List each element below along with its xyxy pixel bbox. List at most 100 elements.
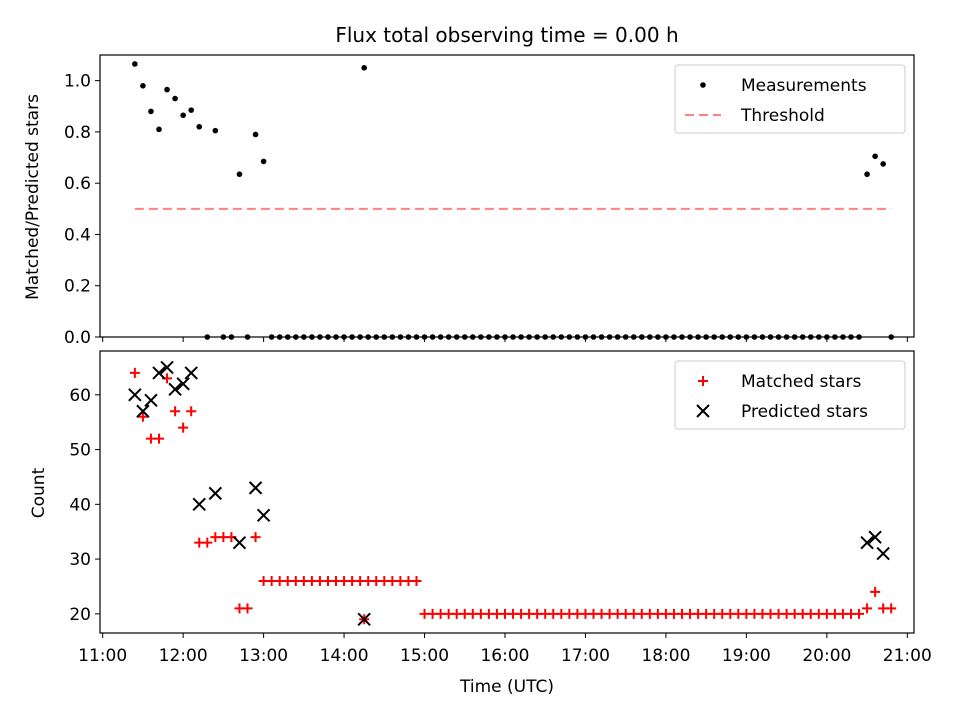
x-tick-label: 20:00 [802, 646, 851, 666]
y-tick-label: 1.0 [64, 72, 91, 92]
measurement-point [268, 334, 275, 340]
measurement-point [373, 334, 380, 340]
measurement-point [751, 334, 758, 340]
measurement-point [807, 334, 814, 340]
measurement-point [413, 334, 420, 340]
predicted-star-point [184, 366, 198, 380]
measurement-point [558, 334, 565, 340]
measurement-point [437, 334, 444, 340]
predicted-star-point [248, 481, 263, 495]
measurement-point [510, 334, 516, 340]
measurement-point [164, 86, 170, 93]
x-tick-label: 18:00 [641, 646, 690, 666]
measurement-point [317, 334, 323, 340]
matched-star-point [250, 532, 261, 543]
x-tick-label: 11:00 [78, 646, 127, 666]
measurement-point [220, 334, 227, 340]
matched-star-point [137, 411, 148, 422]
panel-ratio: 0.0 0.2 0.4 0.6 0.8 1.0 Measurements Threshold [64, 54, 915, 348]
predicted-star-point [256, 508, 271, 522]
measurement-point [743, 334, 750, 340]
legend-label: Predicted stars [741, 402, 868, 422]
measurement-point [260, 158, 267, 165]
predicted-star-point [868, 530, 882, 544]
measurement-point [856, 334, 862, 340]
measurement-point [647, 334, 653, 340]
matched-star-point [129, 367, 140, 378]
measurement-point [864, 171, 870, 178]
measurement-point [550, 334, 557, 340]
measurement-point [172, 95, 178, 102]
measurement-point [228, 334, 235, 340]
measurement-point [309, 334, 315, 340]
legend-box [674, 64, 906, 134]
measurement-point [679, 334, 685, 340]
measurement-point [429, 334, 436, 340]
measurement-point [815, 334, 822, 340]
y-tick-label: 0.4 [64, 225, 91, 245]
y-tick-label: 20 [69, 605, 91, 625]
legend-swatch-predicted [696, 404, 710, 418]
measurement-point [132, 61, 138, 67]
measurement-point [470, 334, 476, 340]
y-tick-label: 0.2 [64, 277, 91, 297]
measurement-point [397, 334, 404, 340]
measurement-point [325, 334, 331, 340]
measurement-point [888, 334, 895, 340]
measurement-point [461, 334, 468, 340]
measurement-point [357, 334, 363, 340]
predicted-star-point [208, 486, 223, 501]
measurement-point [655, 334, 661, 340]
x-tick-label: 13:00 [239, 646, 288, 666]
x-tick-label: 14:00 [320, 646, 369, 666]
matched-star-point [854, 608, 865, 619]
predicted-star-point [144, 393, 158, 407]
measurement-point [872, 153, 878, 160]
legend-box [674, 360, 906, 430]
measurement-point [445, 334, 452, 340]
legend-label: Matched stars [741, 372, 861, 392]
measurement-point [695, 334, 701, 340]
measurement-point [767, 334, 774, 340]
legend-label: Threshold [740, 106, 825, 126]
measurement-point [405, 334, 412, 340]
x-tick-label: 17:00 [561, 646, 610, 666]
legend-label: Measurements [741, 76, 867, 96]
measurement-point [848, 334, 854, 340]
y-axis-label-ratio: Matched/Predicted stars [23, 94, 43, 300]
y-tick-label: 0.0 [64, 328, 91, 348]
measurement-point [840, 334, 846, 340]
measurement-point [156, 126, 162, 133]
measurement-point [799, 334, 806, 340]
measurement-point [534, 334, 540, 340]
measurement-point [140, 82, 146, 89]
measurement-point [341, 334, 347, 340]
measurement-point [502, 334, 508, 340]
legend-swatch-measurements [700, 82, 706, 88]
y-tick-label: 60 [69, 386, 91, 406]
measurement-point [276, 334, 283, 340]
predicted-star-point [860, 535, 874, 550]
measurement-point [494, 334, 500, 340]
measurement-point [687, 334, 693, 340]
measurement-point [791, 334, 798, 340]
measurement-point [526, 334, 532, 340]
matched-star-point [411, 575, 422, 586]
predicted-star-point [357, 612, 371, 627]
measurement-point [590, 334, 597, 340]
predicted-star-point [128, 388, 142, 402]
measurement-point [292, 334, 299, 340]
plot-frame [99, 350, 915, 634]
measurement-point [333, 334, 339, 340]
measurement-point [663, 334, 669, 340]
matched-star-point [862, 603, 873, 614]
measurement-point [361, 65, 367, 71]
measurement-point [518, 334, 524, 340]
x-tick-label: 12:00 [159, 646, 208, 666]
measurement-point [349, 334, 355, 340]
panel-count: 20 30 40 50 60 11:00 12:00 13:00 14:00 15:00 16:00… [69, 350, 932, 666]
matched-star-point [886, 603, 897, 614]
matched-star-point [170, 406, 181, 417]
x-tick-label: 16:00 [480, 646, 529, 666]
chart-title: Flux total observing time = 0.00 h [335, 23, 678, 47]
